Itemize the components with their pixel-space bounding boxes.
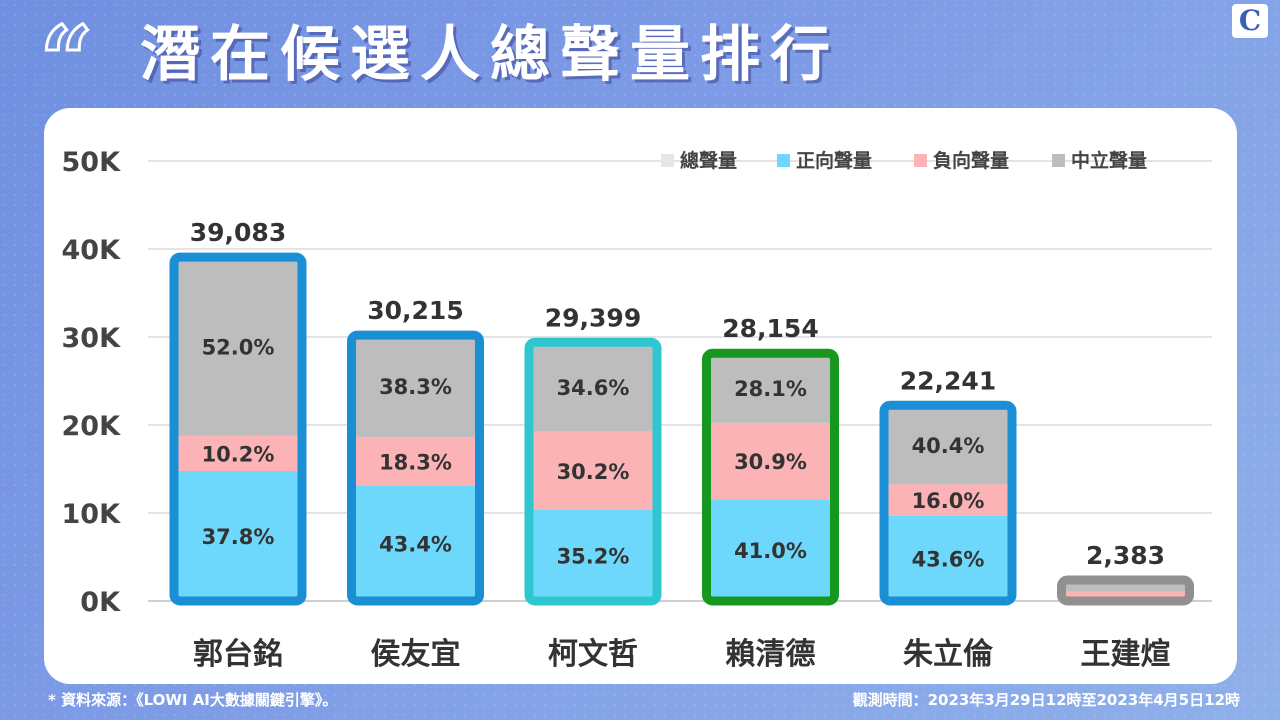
legend-label: 總聲量 [680,149,737,172]
category-label: 朱立倫 [903,637,994,672]
segment-percent-label: 30.9% [734,450,807,474]
bar-outline [1057,575,1194,606]
segment-percent-label: 43.6% [912,547,985,571]
bar-outline [879,400,1017,606]
bar-outline [347,330,484,606]
bar-segment [884,484,1012,516]
quote-mark-icon: “ [39,6,95,114]
category-label: 柯文哲 [548,637,638,672]
segment-percent-label: 40.4% [912,434,985,458]
bar-segment [706,353,835,423]
data-source-note: * 資料來源：《LOWI AI大數據關鍵引擎》。 [48,691,338,709]
bar-total-label: 22,241 [900,366,996,395]
category-label: 侯友宜 [371,637,461,672]
y-tick-label: 20K [62,411,122,442]
bar-total-label: 2,383 [1086,541,1165,570]
segment-percent-label: 30.2% [557,460,630,484]
bar-segment [706,499,835,601]
segment-percent-label: 52.0% [202,335,275,359]
category-label: 賴清德 [726,637,816,672]
bar-total-label: 28,154 [722,314,818,343]
bar-segment [706,422,835,500]
bar-outline [702,348,839,606]
y-tick-label: 10K [62,499,122,530]
bar-segment [529,431,657,510]
bar-segment [884,515,1012,601]
segment-percent-label: 38.3% [379,375,452,399]
bar-segment [529,342,657,432]
segment-percent-label: 28.1% [734,377,807,401]
segment-percent-label: 34.6% [557,376,630,400]
segment-percent-label: 35.2% [557,544,630,568]
category-label: 王建煊 [1081,637,1171,672]
legend-swatch [1052,154,1065,167]
bar-total-label: 30,215 [367,296,463,325]
chart-panel: 0K 10K 20K 30K 40K 50K 37.8% 10.2% 52.0% 39,083 郭台… [44,108,1237,684]
bar-total-label: 29,399 [545,303,641,332]
segment-percent-label: 18.3% [379,450,452,474]
segment-percent-label: 10.2% [202,442,275,466]
bar-segment [351,485,480,601]
bar-outline [169,252,307,606]
legend-swatch [914,154,927,167]
bar-segment [174,257,302,436]
bar-outline [524,337,662,606]
legend-swatch [661,154,674,167]
y-tick-label: 0K [80,587,121,618]
y-tick-label: 40K [62,235,122,266]
bar-segment [1061,591,1190,597]
bar-segment [174,435,302,471]
bar-segment [1061,580,1190,592]
y-tick-label: 30K [62,323,122,354]
legend-label: 負向聲量 [933,149,1009,172]
bar-total-label: 39,083 [190,218,286,247]
bar-segment [529,509,657,601]
legend-label: 正向聲量 [796,149,872,172]
bar-segment [884,405,1012,485]
y-tick-label: 50K [62,147,122,178]
segment-percent-label: 41.0% [734,539,807,563]
segment-percent-label: 43.4% [379,532,452,556]
bar-segment [351,335,480,437]
segment-percent-label: 37.8% [202,525,275,549]
category-label: 郭台銘 [193,637,283,672]
page-title: 潛在候選人總聲量排行 [140,20,840,90]
bar-segment [351,436,480,486]
observation-period: 觀測時間：2023年3月29日12時至2023年4月5日12時 [852,691,1240,709]
legend-swatch [777,154,790,167]
bar-segment [174,470,302,601]
stacked-bar-chart: 0K 10K 20K 30K 40K 50K 37.8% 10.2% 52.0% 39,083 郭台… [62,147,1212,672]
legend-label: 中立聲量 [1071,149,1147,172]
brand-logo: C [1232,4,1268,38]
segment-percent-label: 16.0% [912,489,985,513]
